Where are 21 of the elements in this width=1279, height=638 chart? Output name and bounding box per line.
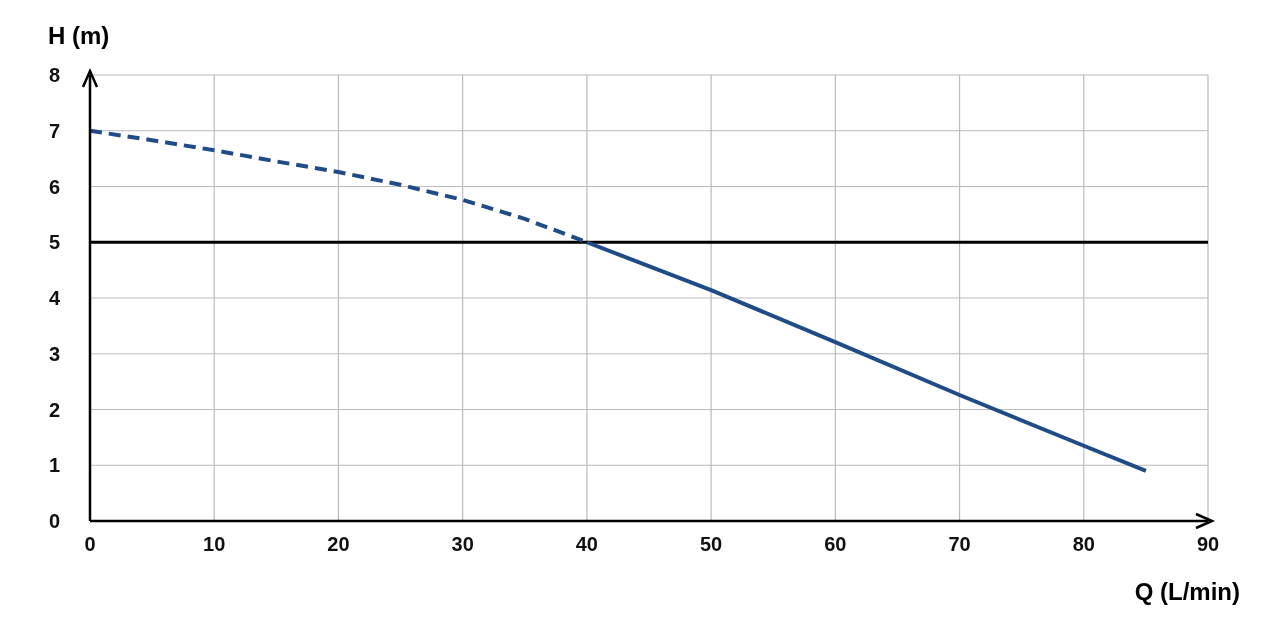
x-tick-label: 70 (948, 533, 971, 556)
x-tick-label: 50 (699, 533, 723, 556)
y-tick-label: 5 (48, 231, 60, 254)
x-tick-label: 60 (824, 533, 847, 556)
y-tick-label: 6 (48, 175, 60, 198)
y-tick-label: 0 (48, 510, 60, 533)
x-axis-title: Q (L/min) (1134, 578, 1240, 606)
x-tick-label: 30 (451, 533, 474, 556)
x-tick-label: 10 (203, 533, 226, 556)
y-axis-title: H (m) (48, 22, 110, 50)
x-tick-label: 40 (575, 533, 599, 556)
x-tick-label: 0 (84, 533, 96, 556)
x-tick-label: 20 (327, 533, 350, 556)
y-tick-label: 8 (48, 64, 60, 87)
y-tick-label: 4 (48, 287, 61, 310)
y-tick-label: 7 (48, 119, 60, 142)
x-tick-label: 90 (1196, 533, 1220, 556)
x-tick-label: 80 (1072, 533, 1095, 556)
y-tick-label: 2 (48, 398, 60, 421)
y-tick-label: 1 (48, 454, 60, 477)
y-tick-label: 3 (48, 342, 60, 365)
